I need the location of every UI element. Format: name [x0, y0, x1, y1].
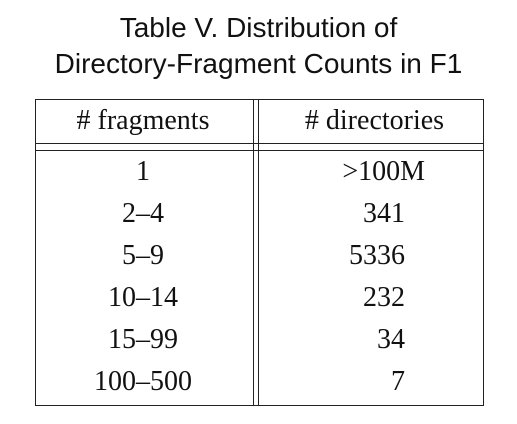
row-3-directories: 5336 — [349, 240, 405, 271]
caption-line-2: Directory-Fragment Counts in F1 — [54, 48, 463, 79]
row-1-directories: >100M — [342, 156, 425, 187]
rule-right — [483, 99, 484, 406]
distribution-table: # fragments # directories 1 >100M 2–4 34… — [35, 99, 484, 406]
row-1-fragments: 1 — [136, 156, 150, 187]
header-fragments: # fragments — [76, 105, 210, 136]
rule-divider-b — [258, 99, 259, 406]
row-4-directories: 232 — [363, 282, 405, 313]
row-4-fragments: 10–14 — [108, 282, 178, 313]
row-2-directories: 341 — [363, 198, 405, 229]
caption-line-1: Table V. Distribution of — [119, 12, 398, 43]
rule-left — [35, 99, 36, 406]
row-6-directories: 7 — [391, 366, 405, 397]
row-5-directories: 34 — [377, 324, 405, 355]
row-3-fragments: 5–9 — [122, 240, 164, 271]
rule-header-bottom — [35, 143, 484, 144]
row-2-fragments: 2–4 — [122, 198, 164, 229]
header-directories: # directories — [304, 105, 445, 136]
rule-divider-a — [253, 99, 254, 406]
row-5-fragments: 15–99 — [108, 324, 178, 355]
rule-top — [35, 99, 484, 100]
row-6-fragments: 100–500 — [94, 366, 192, 397]
rule-bottom — [35, 405, 484, 406]
table-caption: Table V. Distribution of Directory-Fragm… — [0, 10, 517, 82]
rule-body-top — [35, 150, 484, 151]
